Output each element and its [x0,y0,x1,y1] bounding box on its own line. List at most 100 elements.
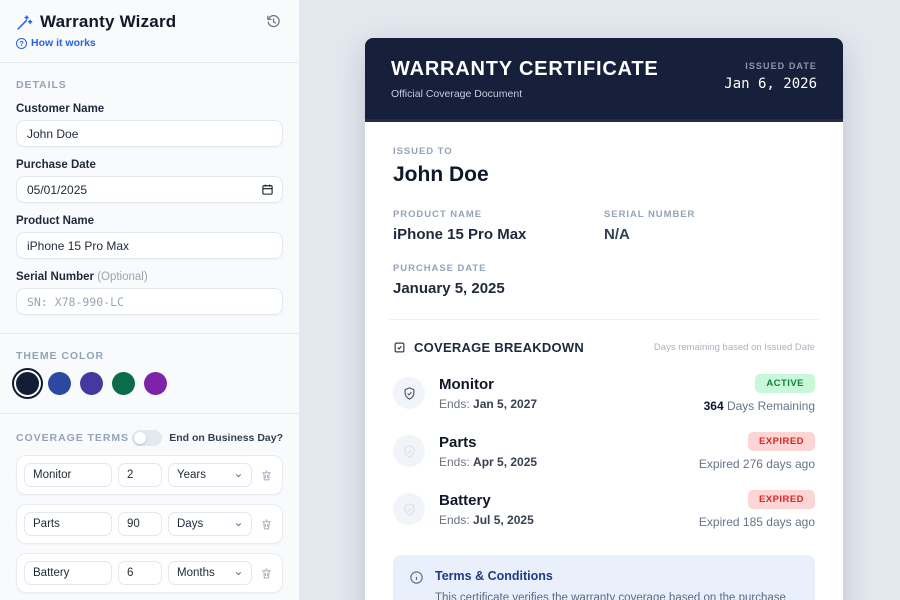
history-button[interactable] [264,12,283,31]
divider [389,319,819,320]
status-badge: ACTIVE [755,374,815,393]
product-name-field: Product Name [16,215,283,259]
main-area: WARRANTY CERTIFICATE Official Coverage D… [300,0,900,600]
coverage-row-battery: Battery Ends: Jul 5, 2025 EXPIRED Expire… [393,489,815,529]
cert-purchase-date-value: January 5, 2025 [393,280,505,297]
coverage-item-name: Battery [439,491,491,509]
certificate-subtitle: Official Coverage Document [391,88,523,100]
cert-product-name-label: PRODUCT NAME [393,209,482,220]
terms-title: Terms & Conditions [435,569,553,583]
trash-icon [262,519,271,529]
issued-date-value: Jan 6, 2026 [724,76,817,92]
theme-swatch-navy[interactable] [16,372,39,395]
status-badge: EXPIRED [747,490,815,509]
days-remaining-text: 364 Days Remaining [703,399,815,413]
term-unit-select[interactable]: Months [168,561,252,585]
purchase-date-label: Purchase Date [16,159,96,171]
optional-hint: (Optional) [97,271,148,283]
term-name-input[interactable] [24,561,112,585]
chevron-down-icon [235,473,242,477]
issued-to-label: ISSUED TO [393,146,453,157]
theme-swatch-blue[interactable] [48,372,71,395]
product-name-label: Product Name [16,215,94,227]
product-name-input[interactable] [16,232,283,259]
serial-number-input[interactable] [16,288,283,315]
checklist-icon [393,341,406,354]
warranty-certificate-card: WARRANTY CERTIFICATE Official Coverage D… [365,38,843,600]
issued-to-name: John Doe [393,163,489,186]
issued-date-label: ISSUED DATE [745,61,817,71]
customer-name-field: Customer Name [16,103,283,147]
theme-color-section-label: THEME COLOR [16,350,104,362]
chevron-down-icon [235,522,242,526]
delete-term-button[interactable] [258,565,275,582]
delete-term-button[interactable] [258,467,275,484]
term-unit-select[interactable]: Days [168,512,252,536]
serial-number-block: SERIAL NUMBER N/A [604,209,815,243]
expired-ago-text: Expired 185 days ago [698,515,815,529]
question-circle-icon: ? [16,37,27,49]
shield-check-icon [393,493,425,525]
status-badge: EXPIRED [747,432,815,451]
coverage-term-row: Days [16,504,283,544]
shield-check-icon [393,377,425,409]
terms-and-conditions-box: Terms & Conditions This certificate veri… [393,555,815,600]
coverage-term-row: Months [16,553,283,593]
trash-icon [262,470,271,480]
product-name-block: PRODUCT NAME iPhone 15 Pro Max [393,209,604,243]
sidebar: Warranty Wizard ? How it works DETAILS C… [0,0,300,600]
certificate-header: WARRANTY CERTIFICATE Official Coverage D… [365,38,843,122]
coverage-terms-section-label: COVERAGE TERMS [16,432,129,444]
serial-number-label: Serial Number (Optional) [16,271,148,283]
purchase-date-field: Purchase Date [16,159,283,203]
wand-icon [16,14,33,31]
coverage-item-ends: Ends: Jan 5, 2027 [439,396,538,411]
trash-icon [262,568,271,578]
term-name-input[interactable] [24,463,112,487]
coverage-breakdown-title: COVERAGE BREAKDOWN [414,340,585,355]
term-duration-input[interactable] [118,463,162,487]
certificate-title: WARRANTY CERTIFICATE [391,58,659,80]
details-section-label: DETAILS [16,79,67,91]
info-circle-icon [409,569,424,600]
customer-name-input[interactable] [16,120,283,147]
coverage-breakdown-note: Days remaining based on Issued Date [653,342,815,353]
cert-serial-label: SERIAL NUMBER [604,209,696,220]
how-it-works-link[interactable]: ? How it works [16,37,283,49]
business-day-toggle-label: End on Business Day? [169,432,283,444]
cert-serial-value: N/A [604,226,630,243]
sidebar-header: Warranty Wizard [16,12,283,32]
theme-swatch-green[interactable] [112,372,135,395]
coverage-row-monitor: Monitor Ends: Jan 5, 2027 ACTIVE 364 Day… [393,373,815,413]
expired-ago-text: Expired 276 days ago [698,457,815,471]
chevron-down-icon [235,571,242,575]
coverage-item-ends: Ends: Jul 5, 2025 [439,512,534,527]
theme-swatch-indigo[interactable] [80,372,103,395]
cert-product-name-value: iPhone 15 Pro Max [393,226,527,243]
coverage-item-name: Monitor [439,375,494,393]
certificate-body: ISSUED TO John Doe PRODUCT NAME iPhone 1… [365,122,843,600]
term-duration-input[interactable] [118,512,162,536]
theme-color-swatches [16,372,283,395]
theme-swatch-purple[interactable] [144,372,167,395]
coverage-item-name: Parts [439,433,477,451]
coverage-row-parts: Parts Ends: Apr 5, 2025 EXPIRED Expired … [393,431,815,471]
divider [0,333,299,334]
term-unit-select[interactable]: Years [168,463,252,487]
cert-purchase-date-label: PURCHASE DATE [393,263,487,274]
purchase-date-block: PURCHASE DATE January 5, 2025 [393,263,604,297]
divider [0,62,299,63]
delete-term-button[interactable] [258,516,275,533]
shield-check-icon [393,435,425,467]
coverage-term-row: Years [16,455,283,495]
terms-body: This certificate verifies the warranty c… [435,592,786,600]
serial-number-field: Serial Number (Optional) [16,271,283,315]
history-icon [266,14,281,29]
term-duration-input[interactable] [118,561,162,585]
purchase-date-input[interactable] [16,176,283,203]
coverage-item-ends: Ends: Apr 5, 2025 [439,454,538,469]
app-title: Warranty Wizard [40,12,177,31]
business-day-toggle[interactable] [132,430,163,446]
term-name-input[interactable] [24,512,112,536]
customer-name-label: Customer Name [16,103,105,115]
